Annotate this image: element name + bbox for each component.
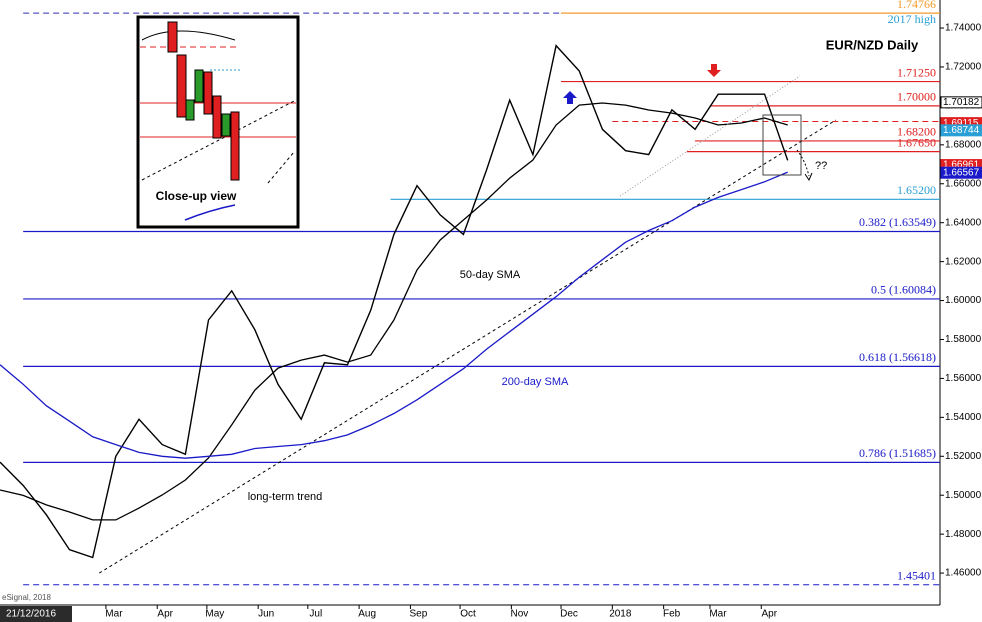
start-date-label: 21/12/2016 (6, 609, 56, 620)
last-value-label: 1.68744 (943, 125, 980, 136)
x-tick-label: Apr (761, 609, 777, 620)
sma-line (0, 171, 788, 459)
level-label: 1.65200 (897, 183, 936, 197)
y-tick-label: 1.56000 (945, 373, 982, 384)
last-value-box (940, 166, 982, 179)
x-tick-label: Dec (560, 609, 578, 620)
chart-title: EUR/NZD Daily (826, 37, 919, 52)
x-tick-label: 2018 (609, 609, 632, 620)
level-label: 1.74766 (897, 0, 936, 11)
last-value-label: 1.66567 (943, 167, 980, 178)
series-label: 200-day SMA (502, 376, 569, 388)
level-label: 1.67650 (897, 135, 936, 149)
y-tick-label: 1.62000 (945, 256, 982, 267)
start-date-box (0, 606, 72, 622)
inset-candle (185, 99, 195, 121)
down-arrow (707, 64, 721, 77)
level-label: 1.68200 (897, 125, 936, 139)
price-line (0, 44, 789, 559)
trendline (99, 119, 837, 574)
y-tick-label: 1.52000 (945, 451, 982, 462)
last-value-box (940, 124, 982, 137)
inset-candle (176, 54, 187, 118)
x-tick-label: Jun (258, 609, 274, 620)
last-value-label: 1.66961 (943, 160, 980, 171)
short-trend (619, 75, 801, 197)
y-tick-label: 1.68000 (945, 139, 982, 150)
series-label: 50-day SMA (460, 269, 521, 281)
level-label: 1.45401 (897, 568, 936, 582)
sma-line (0, 102, 788, 521)
inset-sma (141, 30, 236, 41)
zoom-box (762, 114, 802, 176)
y-tick-label: 1.72000 (945, 62, 982, 73)
inset-caption: Close-up view (156, 189, 237, 203)
y-tick-label: 1.54000 (945, 412, 982, 423)
x-tick-label: Mar (105, 609, 123, 620)
x-tick-label: Jul (309, 609, 322, 620)
inset-trend (141, 99, 297, 181)
inset-trend (267, 151, 295, 184)
inset: Close-up view (136, 15, 300, 229)
level-label: 1.71250 (897, 65, 936, 79)
trendline-label: long-term trend (248, 491, 323, 503)
last-value-label: 1.70182 (943, 97, 980, 108)
inset-sma (184, 204, 236, 221)
y-tick-label: 1.60000 (945, 295, 982, 306)
y-tick-label: 1.66000 (945, 178, 982, 189)
projection (796, 149, 810, 177)
level-note: 2017 high (888, 12, 936, 26)
y-tick-label: 1.64000 (945, 217, 982, 228)
level-label: 0.5 (1.60084) (871, 283, 936, 297)
y-tick-label: 1.46000 (945, 568, 982, 579)
x-tick-label: Aug (358, 609, 376, 620)
last-value-box (940, 96, 982, 109)
level-label: 0.618 (1.56618) (859, 350, 936, 364)
x-tick-label: Sep (410, 609, 428, 620)
question-mark: ?? (815, 160, 827, 172)
x-tick-label: Apr (157, 609, 173, 620)
last-value-label: 1.69115 (943, 118, 979, 129)
level-label: 0.382 (1.63549) (859, 215, 936, 229)
x-tick-label: May (205, 609, 224, 620)
projection-head (804, 172, 813, 182)
inset-candle (203, 71, 213, 115)
inset-candle (230, 111, 240, 181)
up-arrow (563, 91, 577, 104)
inset-candle (194, 69, 204, 103)
x-tick-label: Oct (460, 609, 476, 620)
y-tick-label: 1.74000 (945, 23, 982, 34)
x-tick-label: Nov (510, 609, 528, 620)
inset-candle (167, 21, 178, 53)
inset-candle (212, 95, 222, 139)
level-label: 1.70000 (897, 90, 936, 104)
x-tick-label: Mar (709, 609, 727, 620)
y-tick-label: 1.58000 (945, 334, 982, 345)
x-tick-label: Feb (663, 609, 681, 620)
inset-candle (221, 113, 231, 137)
y-tick-label: 1.50000 (945, 490, 982, 501)
source: eSignal, 2018 (2, 593, 51, 602)
y-tick-label: 1.48000 (945, 529, 982, 540)
level-label: 0.786 (1.51685) (859, 446, 936, 460)
